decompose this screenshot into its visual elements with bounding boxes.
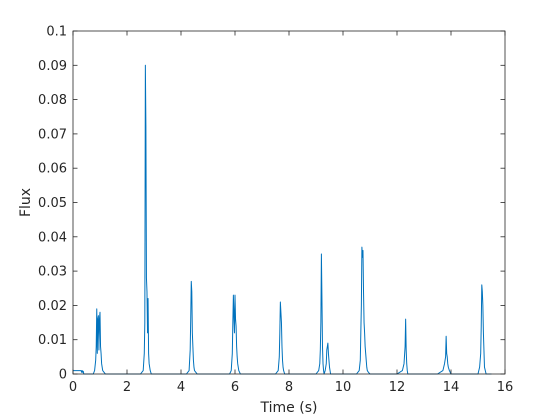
y-tick-label: 0.03 (38, 265, 67, 280)
x-axis-label: Time (s) (260, 400, 318, 416)
y-tick-label: 0 (59, 368, 67, 383)
x-tick-label: 12 (389, 380, 406, 395)
series-layer (73, 64, 492, 375)
y-tick-label: 0.07 (38, 127, 67, 142)
y-tick-label: 0.01 (38, 333, 67, 348)
x-tick-label: 8 (285, 380, 293, 395)
x-tick-label: 2 (123, 380, 131, 395)
y-tick-label: 0.06 (38, 162, 67, 177)
y-tick-label: 0.05 (38, 196, 67, 211)
y-tick-label: 0.02 (38, 299, 67, 314)
y-tick-label: 0.08 (38, 93, 67, 108)
y-tick-label: 0.04 (38, 230, 67, 245)
x-axis-ticks: 0 2 4 6 8 10 12 14 16 (69, 31, 513, 395)
y-tick-label: 0.09 (38, 59, 67, 74)
y-axis-ticks: 0 0.01 0.02 0.03 0.04 0.05 0.06 0.07 0.08 0.09 0.1 (38, 25, 505, 383)
x-tick-label: 4 (177, 380, 185, 395)
x-tick-label: 10 (335, 380, 352, 395)
y-tick-label: 0.1 (46, 25, 67, 40)
x-tick-label: 14 (443, 380, 460, 395)
x-tick-label: 16 (497, 380, 514, 395)
series-line-0 (73, 64, 492, 375)
x-tick-label: 0 (69, 380, 77, 395)
y-axis-label: Flux (18, 188, 34, 217)
x-tick-label: 6 (231, 380, 239, 395)
plot-area (73, 31, 505, 374)
